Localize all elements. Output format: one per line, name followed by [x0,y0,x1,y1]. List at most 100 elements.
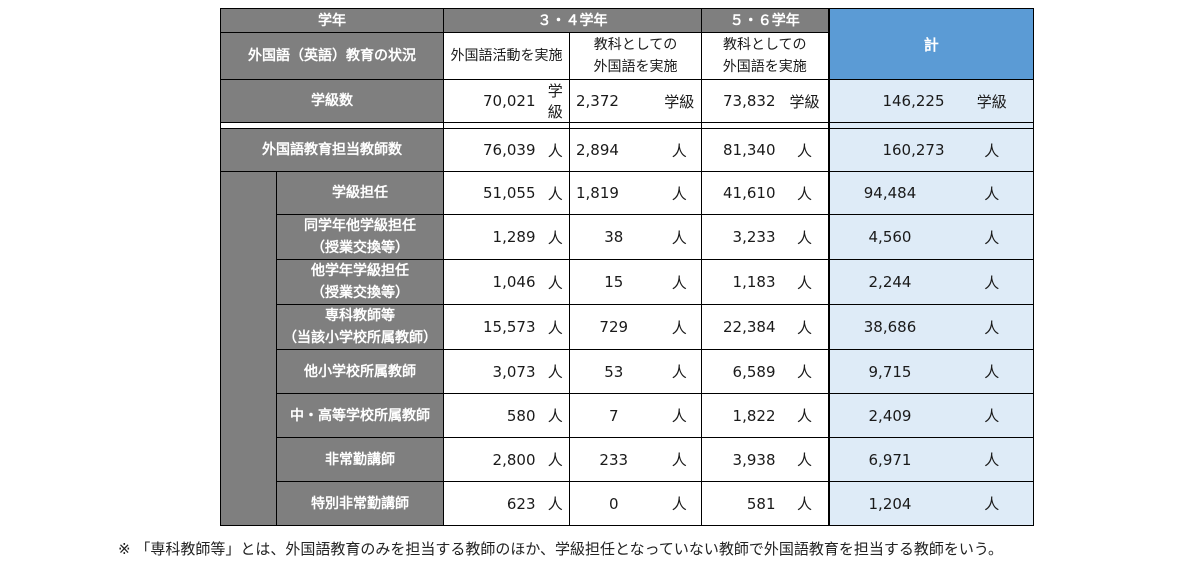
row-unit: 人 [950,171,1035,215]
row-value-34-activity: 623 [443,481,542,526]
row-label: 非常勤講師 [276,437,444,482]
classes-unit-total: 学級 [950,79,1035,123]
row-value-34-activity: 2,800 [443,437,542,482]
row-unit: 人 [781,393,829,438]
row-unit: 人 [950,437,1035,482]
row-value-total: 38,686 [827,304,951,350]
table-row: 同学年他学級担任 （授業交換等） 1,289 人 38 人 3,233 人 4,5… [221,214,1035,260]
row-value-34-subject: 1,819 [569,171,658,215]
row-value-total: 2,409 [827,393,951,438]
row-unit: 人 [657,349,702,394]
teacher-stats-table: 学年 ３・４学年 ５・６学年 計 外国語（英語）教育の状況 外国語活動を実施 教… [220,8,1035,526]
row-unit: 人 [541,481,570,526]
header-subject-56: 教科としての 外国語を実施 [701,32,829,80]
row-label-line1: 専科教師等 [325,308,395,324]
table-row: 特別非常勤講師 623 人 0 人 581 人 1,204 人 [221,481,1035,526]
row-unit: 人 [950,214,1035,260]
row-unit: 人 [541,171,570,215]
row-unit: 人 [541,304,570,350]
table-row: 他小学校所属教師 3,073 人 53 人 6,589 人 9,715 人 [221,349,1035,394]
row-label: 専科教師等 （当該小学校所属教師） [276,304,444,350]
footnote: ※ 「専科教師等」とは、外国語教育のみを担当する教師のほか、学級担任となっていな… [118,540,1003,558]
teachers-total-row: 外国語教育担当教師数 76,039 人 2,894 人 81,340 人 160… [220,128,1035,172]
row-label-line1: 他学年学級担任 [311,263,409,279]
header-subject-56-line2: 外国語を実施 [722,59,807,75]
row-unit: 人 [541,437,570,482]
table-row: 専科教師等 （当該小学校所属教師） 15,573 人 729 人 22,384 人… [221,304,1035,350]
row-value-34-activity: 1,046 [443,259,542,305]
row-label: 他小学校所属教師 [276,349,444,394]
row-unit: 人 [657,259,702,305]
teachers-total-unit-4: 人 [950,128,1035,172]
row-unit: 人 [950,481,1035,526]
row-label-line1: 他小学校所属教師 [304,363,416,380]
row-unit: 人 [541,259,570,305]
row-value-56: 3,233 [701,214,782,260]
row-value-total: 9,715 [827,349,951,394]
row-unit: 人 [657,171,702,215]
row-unit: 人 [950,393,1035,438]
row-value-56: 3,938 [701,437,782,482]
row-label-line1: 特別非常勤講師 [311,495,409,512]
classes-row: 学級数 70,021 学級 2,372 学級 73,832 学級 146,225… [220,79,1035,123]
classes-value-total: 146,225 [827,79,951,123]
teachers-total-unit-2: 人 [657,128,702,172]
classes-label: 学級数 [220,79,444,123]
header-subject-34: 教科としての 外国語を実施 [569,32,702,80]
row-label-line1: 同学年他学級担任 [304,218,416,234]
table-row: 学級担任 51,055 人 1,819 人 41,610 人 94,484 人 [220,171,1035,526]
row-unit: 人 [541,349,570,394]
row-label: 同学年他学級担任 （授業交換等） [276,214,444,260]
classes-value-34-activity: 70,021 [443,79,542,123]
classes-unit-56: 学級 [781,79,829,123]
row-unit: 人 [657,437,702,482]
header-row-status: 外国語（英語）教育の状況 外国語活動を実施 教科としての 外国語を実施 教科とし… [220,32,1034,80]
row-label-line2: （当該小学校所属教師） [283,330,437,346]
row-value-total: 6,971 [827,437,951,482]
row-value-56: 1,183 [701,259,782,305]
row-label: 学級担任 [276,171,444,215]
row-label: 他学年学級担任 （授業交換等） [276,259,444,305]
row-label: 中・高等学校所属教師 [276,393,444,438]
row-label: 特別非常勤講師 [276,481,444,526]
row-value-56: 22,384 [701,304,782,350]
row-value-34-subject: 53 [569,349,658,394]
row-unit: 人 [657,481,702,526]
row-value-total: 1,204 [827,481,951,526]
breakdown-indent [220,171,277,526]
row-value-34-subject: 38 [569,214,658,260]
row-label-line2: （授業交換等） [311,285,409,301]
table-row: 非常勤講師 2,800 人 233 人 3,938 人 6,971 人 [221,437,1035,482]
row-unit: 人 [781,481,829,526]
row-unit: 人 [781,259,829,305]
row-unit: 人 [781,304,829,350]
row-label-line1: 学級担任 [332,185,388,201]
row-value-34-subject: 233 [569,437,658,482]
row-value-56: 41,610 [701,171,782,215]
header-grade-56: ５・６学年 [701,8,829,33]
header-row-grade: 学年 ３・４学年 ５・６学年 計 [220,8,1035,80]
table-row: 他学年学級担任 （授業交換等） 1,046 人 15 人 1,183 人 2,24… [221,259,1035,305]
row-value-34-subject: 0 [569,481,658,526]
classes-value-56: 73,832 [701,79,782,123]
row-value-56: 6,589 [701,349,782,394]
row-unit: 人 [657,393,702,438]
row-unit: 人 [950,304,1035,350]
header-total: 計 [827,8,1035,80]
classes-value-34-subject: 2,372 [569,79,658,123]
row-unit: 人 [950,349,1035,394]
row-value-56: 1,822 [701,393,782,438]
teachers-total-unit-1: 人 [541,128,570,172]
row-unit: 人 [541,393,570,438]
header-activity: 外国語活動を実施 [443,32,570,80]
row-unit: 人 [950,259,1035,305]
row-unit: 人 [657,304,702,350]
row-unit: 人 [541,214,570,260]
row-unit: 人 [781,437,829,482]
gap-row [220,122,1035,129]
teachers-total-34-subject: 2,894 [569,128,658,172]
header-subject-34-line2: 外国語を実施 [593,59,678,75]
row-value-34-subject: 729 [569,304,658,350]
row-value-34-activity: 3,073 [443,349,542,394]
row-unit: 人 [657,214,702,260]
